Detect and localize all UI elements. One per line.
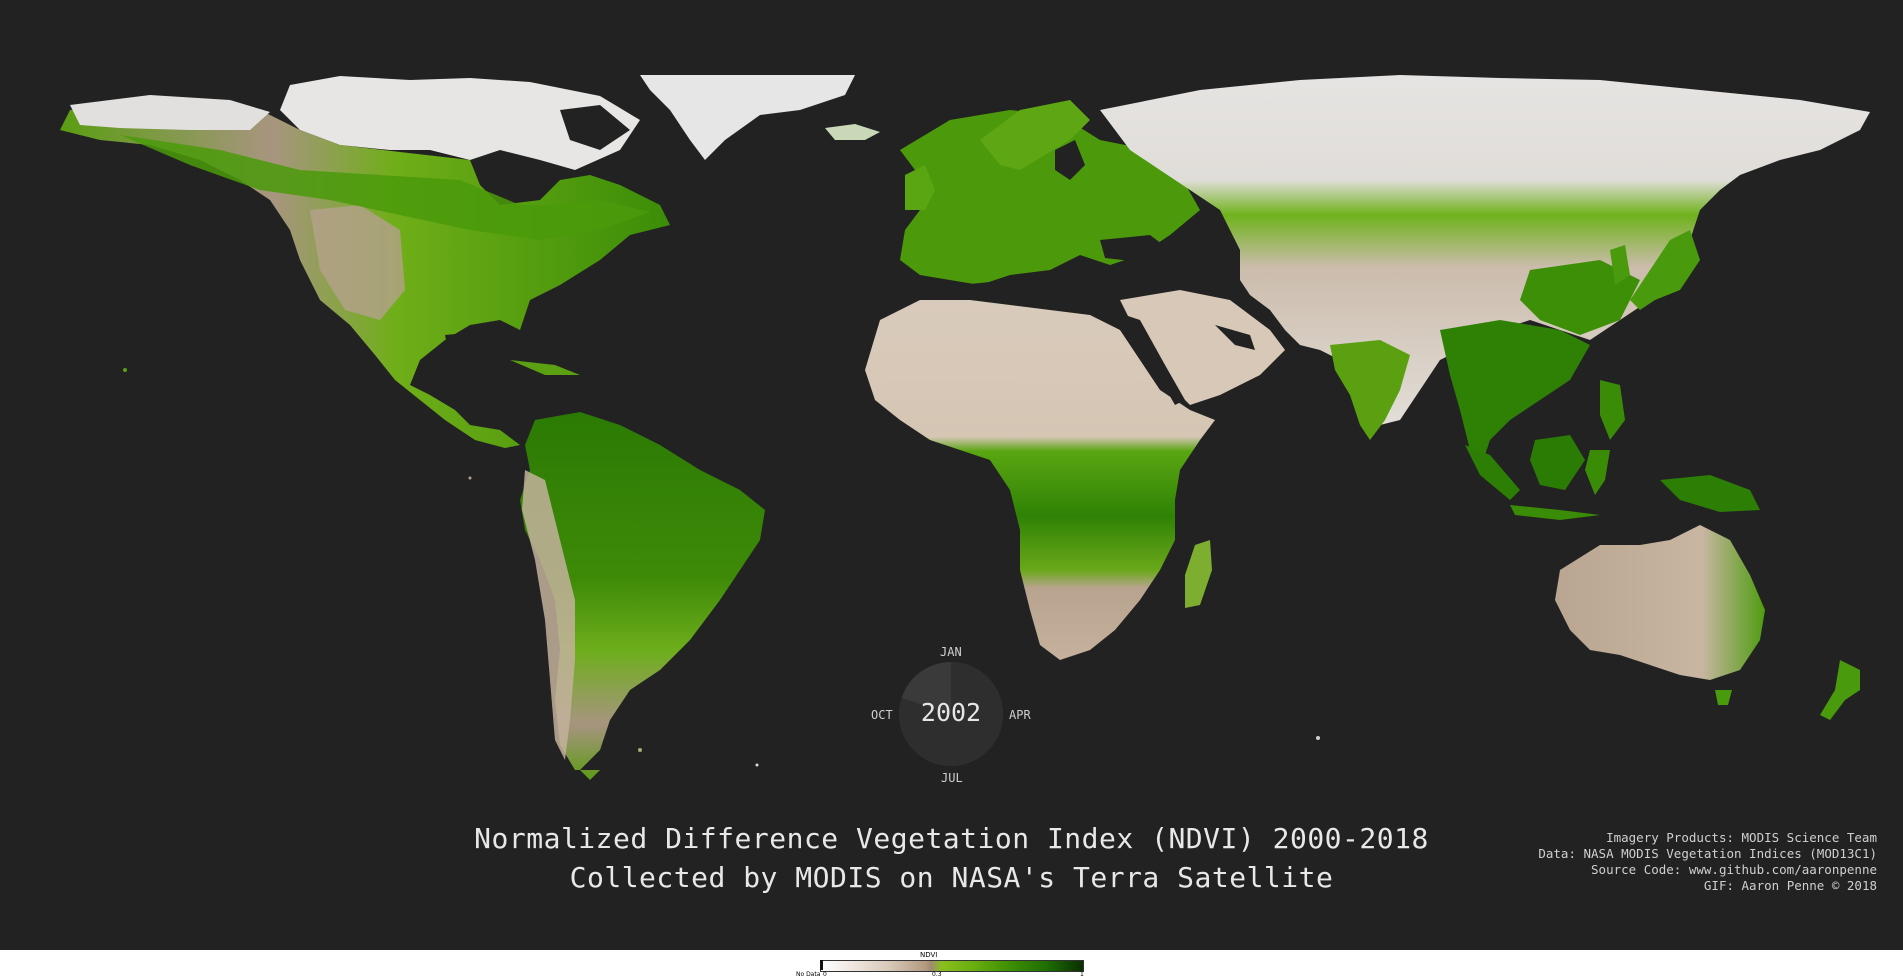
legend-tick-0-3: 0.3 bbox=[932, 971, 942, 978]
season-clock-progress bbox=[898, 662, 1003, 766]
philippines bbox=[1600, 380, 1625, 440]
red-sea bbox=[1125, 315, 1185, 405]
borneo bbox=[1530, 435, 1585, 490]
clock-year: 2002 bbox=[920, 698, 982, 727]
clock-month-jul: JUL bbox=[941, 771, 963, 785]
new-zealand bbox=[1820, 660, 1860, 720]
south-georgia-island bbox=[755, 763, 759, 767]
baltic-sea bbox=[1055, 140, 1085, 180]
greenland-landmass bbox=[640, 75, 855, 160]
credit-imagery: Imagery Products: MODIS Science Team bbox=[1606, 830, 1877, 845]
scandinavia-landmass bbox=[980, 100, 1090, 170]
clock-month-jan: JAN bbox=[940, 645, 962, 659]
madagascar bbox=[1185, 540, 1212, 608]
caspian-sea bbox=[1205, 215, 1235, 280]
iceland-landmass bbox=[825, 124, 880, 140]
sumatra bbox=[1465, 445, 1520, 500]
ndvi-colorbar bbox=[820, 960, 1084, 972]
map-title-line-2: Collected by MODIS on NASA's Terra Satel… bbox=[569, 861, 1334, 894]
asia-landmass bbox=[1100, 75, 1870, 425]
season-clock bbox=[898, 662, 1003, 766]
clock-month-apr: APR bbox=[1009, 708, 1031, 722]
south-america-landmass bbox=[520, 412, 765, 780]
kerguelen-island bbox=[1316, 736, 1320, 740]
tasmania bbox=[1715, 690, 1732, 705]
hawaii-islands bbox=[123, 368, 127, 372]
falkland-islands bbox=[638, 748, 642, 752]
credit-gif: GIF: Aaron Penne © 2018 bbox=[1703, 878, 1877, 893]
arabian-peninsula bbox=[1120, 290, 1285, 405]
mediterranean-sea bbox=[910, 280, 1110, 315]
legend-no-data-swatch bbox=[820, 960, 823, 970]
southeast-asia-landmass bbox=[1440, 320, 1590, 470]
andes-arid-strip bbox=[522, 470, 575, 760]
east-china-landmass bbox=[1520, 260, 1640, 335]
alaska-tundra bbox=[70, 95, 270, 130]
new-guinea bbox=[1660, 475, 1760, 512]
legend-tick-0: 0 bbox=[823, 971, 827, 978]
map-title-line-1: Normalized Difference Vegetation Index (… bbox=[474, 822, 1429, 855]
credits-block: Imagery Products: MODIS Science Team Dat… bbox=[1538, 830, 1877, 894]
boreal-forest-belt bbox=[120, 135, 650, 240]
galapagos-islands bbox=[468, 476, 472, 480]
sulawesi bbox=[1585, 450, 1610, 495]
world-ndvi-map bbox=[60, 75, 1870, 780]
canadian-arctic-landmass bbox=[280, 76, 640, 170]
india-landmass bbox=[1330, 340, 1410, 440]
great-plains-arid bbox=[310, 205, 405, 320]
credit-source-code: Source Code: www.github.com/aaronpenne bbox=[1591, 862, 1877, 877]
australia-landmass bbox=[1555, 525, 1765, 680]
persian-gulf bbox=[1215, 325, 1255, 350]
africa-landmass bbox=[865, 300, 1215, 660]
cuba bbox=[510, 360, 580, 375]
legend-tick-1: 1 bbox=[1080, 971, 1084, 978]
baffin-bay bbox=[560, 105, 630, 150]
british-isles bbox=[905, 165, 935, 210]
japan-landmass bbox=[1630, 230, 1700, 310]
clock-month-oct: OCT bbox=[871, 708, 893, 722]
credit-data: Data: NASA MODIS Vegetation Indices (MOD… bbox=[1538, 846, 1877, 861]
legend-no-data-label: No Data bbox=[796, 971, 821, 978]
black-sea bbox=[1100, 235, 1170, 262]
legend-title: NDVI bbox=[920, 951, 938, 959]
map-stage: JAN APR JUL OCT 2002 Normalized Differen… bbox=[60, 75, 1877, 894]
java bbox=[1510, 505, 1600, 520]
gulf-of-mexico bbox=[445, 330, 520, 375]
korea-landmass bbox=[1610, 245, 1630, 285]
